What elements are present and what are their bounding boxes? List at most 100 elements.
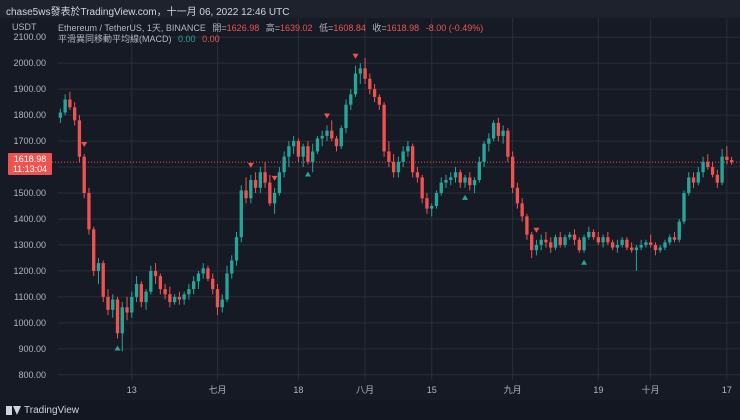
- top-bar: chase5ws發表於TradingView.com，十一月 06, 2022 …: [0, 0, 740, 18]
- candle-body: [58, 112, 63, 118]
- tradingview-logo[interactable]: TradingView: [6, 405, 79, 416]
- y-tick-label: 2100.00: [13, 32, 46, 42]
- candle-body: [239, 190, 243, 238]
- candle-body: [296, 141, 301, 157]
- x-tick-label: 13: [127, 385, 137, 395]
- candle-body: [391, 161, 396, 173]
- candle-body: [287, 146, 291, 157]
- candle-body: [406, 146, 410, 152]
- candle-body: [249, 180, 253, 199]
- candle-body: [225, 273, 229, 300]
- high-value: 1639.02: [280, 23, 313, 33]
- candle-body: [330, 130, 334, 139]
- candle-body: [187, 289, 191, 295]
- candle-body: [192, 281, 196, 290]
- candle-body: [701, 161, 705, 173]
- close-label: 收=: [372, 23, 387, 33]
- y-tick-label: 1200.00: [13, 266, 46, 276]
- candle-body: [211, 278, 215, 290]
- chart-legend: Ethereum / TetherUS, 1天, BINANCE 開=1626.…: [58, 23, 483, 45]
- buy-signal-marker: [581, 259, 588, 265]
- candle-body: [415, 172, 420, 178]
- candle-body: [339, 128, 343, 147]
- open-label: 開=: [212, 23, 227, 33]
- change-value: -8.00 (-0.49%): [425, 23, 484, 33]
- candle-body: [244, 190, 248, 199]
- y-tick-label: 2000.00: [13, 58, 46, 68]
- candle-body: [491, 122, 496, 139]
- y-tick-label: 1700.00: [13, 136, 46, 146]
- candle-body: [301, 146, 305, 157]
- price-chart[interactable]: 2100.002000.001900.001800.001700.001600.…: [0, 18, 740, 400]
- candle-body: [291, 141, 296, 147]
- candle-body: [72, 107, 77, 121]
- candle-body: [115, 299, 120, 334]
- candle-body: [515, 187, 520, 204]
- candle-body: [401, 151, 405, 162]
- candle-body: [92, 229, 96, 271]
- candle-body: [510, 156, 515, 188]
- candle-body: [68, 99, 72, 108]
- buy-signal-marker: [304, 171, 311, 177]
- candle-body: [368, 78, 372, 90]
- candle-body: [625, 239, 629, 248]
- candle-body: [263, 172, 267, 183]
- candle-body: [506, 130, 510, 157]
- x-tick-label: 八月: [356, 385, 374, 395]
- candle-body: [482, 143, 486, 162]
- candle-body: [253, 180, 258, 188]
- indicator-label[interactable]: 平滑異同移動平均線(MACD): [58, 34, 172, 44]
- candle-body: [558, 237, 562, 245]
- symbol-label[interactable]: Ethereum / TetherUS, 1天, BINANCE: [58, 23, 206, 33]
- brand-name: TradingView: [24, 405, 80, 416]
- candle-body: [334, 138, 339, 147]
- candle-body: [577, 239, 581, 251]
- candle-body: [268, 182, 272, 204]
- x-tick-label: 十月: [642, 384, 660, 395]
- candle-body: [477, 161, 481, 181]
- candle-body: [653, 244, 658, 251]
- candle-body: [463, 177, 467, 183]
- candle-body: [677, 221, 681, 240]
- candle-body: [682, 193, 686, 222]
- candle-body: [196, 273, 201, 282]
- open-value: 1626.98: [226, 23, 260, 33]
- candle-body: [87, 193, 91, 230]
- candle-body: [130, 296, 134, 313]
- candle-body: [658, 247, 662, 251]
- indicator-value-1: 0.00: [178, 34, 196, 44]
- candle-body: [182, 294, 186, 300]
- candle-body: [311, 151, 315, 162]
- candle-body: [353, 73, 358, 95]
- candle-body: [101, 263, 105, 297]
- candle-body: [372, 89, 377, 97]
- candle-body: [496, 122, 501, 136]
- candle-body: [610, 242, 615, 248]
- candle-body: [82, 156, 86, 194]
- candle-body: [487, 138, 491, 144]
- candle-body: [201, 268, 205, 274]
- candle-body: [258, 172, 262, 188]
- candle-body: [720, 156, 724, 183]
- y-tick-label: 1800.00: [13, 110, 46, 120]
- candle-body: [696, 172, 700, 183]
- x-tick-label: 15: [427, 385, 437, 395]
- chart-area[interactable]: 2100.002000.001900.001800.001700.001600.…: [0, 18, 740, 400]
- candle-body: [615, 244, 620, 248]
- candle-body: [668, 237, 672, 243]
- candle-body: [396, 161, 401, 173]
- candle-body: [206, 268, 210, 279]
- candle-body: [582, 237, 586, 251]
- candle-body: [363, 68, 367, 79]
- y-tick-label: 1000.00: [13, 318, 46, 328]
- candle-body: [230, 260, 234, 274]
- bar-countdown: 11:13:04: [12, 164, 48, 174]
- candle-body: [349, 94, 353, 105]
- x-tick-label: 19: [593, 385, 603, 395]
- candle-body: [710, 167, 715, 175]
- price-unit-label: USDT: [12, 22, 37, 32]
- y-tick-label: 900.00: [18, 344, 46, 354]
- candle-body: [525, 216, 529, 235]
- sell-signal-marker: [81, 142, 88, 148]
- candle-body: [725, 156, 729, 161]
